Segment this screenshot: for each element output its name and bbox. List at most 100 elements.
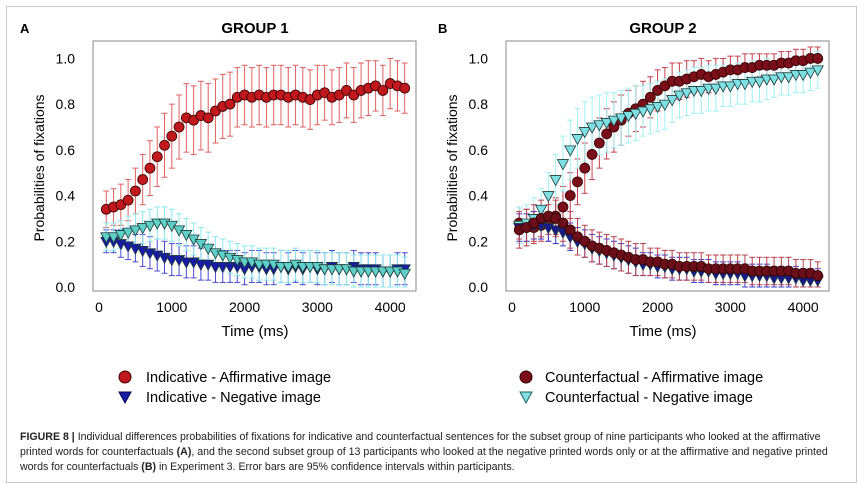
panel-a-x-ticks: 0 1000 2000 3000 4000 <box>95 299 406 315</box>
data-point <box>673 90 686 102</box>
data-point <box>665 95 679 107</box>
legend-b-triangle-marker <box>519 391 533 405</box>
panel-b-marks <box>513 46 824 288</box>
data-point <box>579 162 591 174</box>
panel-a-y-axis-label: Probabilities of fixations <box>31 94 47 241</box>
panel-b-x-tick-label: 2000 <box>642 299 673 315</box>
data-point <box>593 137 605 149</box>
data-point <box>144 162 156 174</box>
data-point <box>143 220 157 233</box>
data-point <box>586 149 598 160</box>
caption-ref-b: (B) <box>141 461 157 473</box>
panel-a-title: GROUP 1 <box>221 20 288 37</box>
data-point <box>811 65 824 77</box>
data-point <box>282 262 295 274</box>
data-point <box>767 74 781 86</box>
legend-b-circle-marker <box>519 370 533 384</box>
data-point <box>399 82 411 94</box>
legend-a: Indicative - Affirmative image Indicativ… <box>118 370 331 406</box>
data-point <box>607 115 621 127</box>
data-point <box>615 113 628 125</box>
legend-a-circle-marker <box>118 370 132 384</box>
panel-b-x-ticks: 0 1000 2000 3000 4000 <box>508 299 819 315</box>
data-point <box>122 194 134 206</box>
data-point <box>658 99 672 111</box>
data-point <box>121 227 135 239</box>
data-point <box>709 83 722 95</box>
data-point <box>738 79 752 91</box>
data-point <box>622 111 635 123</box>
data-point <box>644 104 657 116</box>
data-point <box>556 159 570 171</box>
data-point <box>578 127 591 139</box>
data-point <box>600 118 613 130</box>
panel-b-y-tick-label: 1.0 <box>469 50 489 66</box>
data-point <box>377 85 389 96</box>
data-point <box>680 88 693 100</box>
data-point <box>585 122 599 134</box>
panel-b-y-ticks: 0.0 0.2 0.4 0.6 0.8 1.0 <box>469 50 489 295</box>
panel-b: B GROUP 2 0.0 0.2 0.4 0.6 0.8 1.0 0 1000 2000 30… <box>438 20 830 406</box>
data-point <box>724 81 737 93</box>
panel-a-plot-area <box>92 40 417 292</box>
panel-a-y-tick-label: 0.6 <box>56 142 76 158</box>
data-point <box>557 201 569 213</box>
figure-caption: FIGURE 8 | Individual differences probab… <box>20 430 846 475</box>
data-point <box>224 98 236 110</box>
data-point <box>572 176 583 188</box>
panel-a-label: A <box>20 21 30 36</box>
legend-a-item-2-label: Indicative - Negative image <box>146 390 321 406</box>
data-point <box>651 102 664 114</box>
data-point <box>812 270 824 281</box>
legend-a-item-1-label: Indicative - Affirmative image <box>146 370 331 386</box>
panel-a-x-tick-label: 1000 <box>156 299 187 315</box>
data-point <box>173 121 185 133</box>
panel-b-y-tick-label: 0.0 <box>469 279 489 295</box>
caption-ref-a: (A) <box>176 446 192 458</box>
data-point <box>593 120 606 132</box>
legend-b: Counterfactual - Affirmative image Count… <box>519 370 763 406</box>
data-point <box>114 230 128 242</box>
panel-b-plot-area <box>505 40 830 292</box>
data-point <box>129 185 141 197</box>
panel-a-y-ticks: 0.0 0.2 0.4 0.6 0.8 1.0 <box>56 50 76 295</box>
panel-b-label: B <box>438 21 447 36</box>
data-point <box>398 268 411 281</box>
data-point <box>564 145 577 157</box>
panel-a: A GROUP 1 0.0 0.2 0.4 0.6 0.8 1.0 0 1000 2000 30… <box>20 20 417 406</box>
panel-b-x-tick-label: 4000 <box>788 299 819 315</box>
data-point <box>151 151 163 163</box>
legend-b-item-2-label: Counterfactual - Negative image <box>545 390 753 406</box>
panel-a-y-tick-label: 0.4 <box>56 188 76 204</box>
data-point <box>564 224 576 236</box>
panel-a-y-tick-label: 0.8 <box>56 96 76 112</box>
panel-b-x-tick-label: 0 <box>508 299 516 315</box>
panel-b-y-tick-label: 0.6 <box>469 142 489 158</box>
panel-b-y-tick-label: 0.8 <box>469 96 489 112</box>
data-point <box>542 191 555 203</box>
data-point <box>782 72 795 84</box>
panel-a-y-tick-label: 0.2 <box>56 233 76 249</box>
legend-b-item-1-label: Counterfactual - Affirmative image <box>545 370 763 386</box>
caption-text-2: , and the second subset group of 13 part… <box>20 446 828 473</box>
data-point <box>629 108 642 121</box>
data-point <box>557 217 569 229</box>
figure-canvas: A GROUP 1 0.0 0.2 0.4 0.6 0.8 1.0 0 1000 2000 30… <box>20 20 830 406</box>
caption-figure-label: FIGURE 8 | <box>20 431 75 443</box>
panel-b-x-tick-label: 3000 <box>715 299 746 315</box>
data-point <box>202 112 214 124</box>
panel-a-x-tick-label: 2000 <box>229 299 260 315</box>
panel-a-marks <box>100 57 411 288</box>
figure-frame <box>6 6 857 483</box>
data-point <box>166 130 178 142</box>
data-point <box>137 174 149 185</box>
data-point <box>129 225 142 237</box>
data-point <box>695 86 708 98</box>
panel-a-y-tick-label: 0.0 <box>56 279 76 295</box>
data-point <box>753 76 766 89</box>
caption-text-1: Individual differences probabilities of … <box>20 431 821 458</box>
panel-b-y-axis-label: Probabilities of fixations <box>444 94 460 241</box>
data-point <box>796 70 810 82</box>
data-point <box>159 139 170 151</box>
data-point <box>549 175 562 187</box>
